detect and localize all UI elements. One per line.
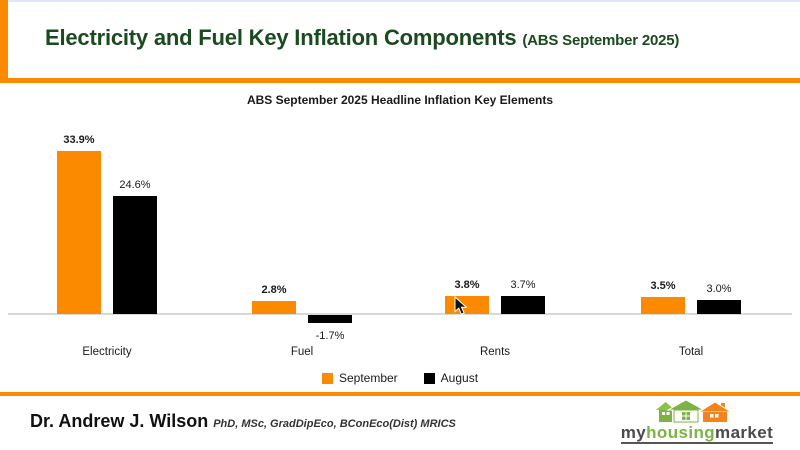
header-accent-stripe xyxy=(0,0,8,82)
value-label-september-electricity: 33.9% xyxy=(63,134,95,147)
page-title: Electricity and Fuel Key Inflation Compo… xyxy=(45,25,785,51)
value-label-september-fuel: 2.8% xyxy=(261,283,287,296)
myhousingmarket-logo: myhousingmarket xyxy=(612,399,782,444)
category-label-total: Total xyxy=(678,346,704,358)
footer-divider-line xyxy=(0,392,800,396)
chart-title: ABS September 2025 Headline Inflation Ke… xyxy=(246,93,554,107)
legend-label-august: August xyxy=(440,371,479,385)
bar-august-total xyxy=(697,299,741,314)
houses-icon xyxy=(656,399,733,423)
zero-baseline xyxy=(8,313,792,315)
bar-august-rents xyxy=(501,296,545,314)
bar-september-total xyxy=(641,297,685,314)
category-label-electricity: Electricity xyxy=(82,346,132,358)
logo-wordmark: myhousingmarket xyxy=(620,423,774,444)
category-label-rents: Rents xyxy=(479,346,511,358)
value-label-august-total: 3.0% xyxy=(706,282,732,295)
legend-entry-august: August xyxy=(423,371,479,385)
author-name: Dr. Andrew J. Wilson PhD, MSc, GradDipEc… xyxy=(30,411,456,432)
value-label-august-rents: 3.7% xyxy=(510,279,536,292)
page-title-subtitle: (ABS September 2025) xyxy=(522,32,680,49)
mouse-cursor-icon xyxy=(454,296,468,315)
bar-august-electricity xyxy=(113,195,157,314)
value-label-september-total: 3.5% xyxy=(650,280,676,293)
value-label-august-electricity: 24.6% xyxy=(119,178,151,191)
author-name-text: Dr. Andrew J. Wilson xyxy=(30,411,209,431)
legend-entry-september: September xyxy=(321,371,398,385)
header-divider-line xyxy=(0,78,800,83)
top-edge-line xyxy=(0,0,800,2)
bar-august-fuel xyxy=(308,315,352,324)
legend-label-september: September xyxy=(338,371,398,385)
page-title-text: Electricity and Fuel Key Inflation Compo… xyxy=(45,25,517,50)
category-label-fuel: Fuel xyxy=(290,346,314,358)
august-swatch-icon xyxy=(423,372,435,384)
logo-part-my: my xyxy=(620,423,647,442)
september-swatch-icon xyxy=(321,372,333,384)
chart-legend: September August xyxy=(0,371,800,385)
author-credentials: PhD, MSc, GradDipEco, BConEco(Dist) MRIC… xyxy=(213,418,456,430)
logo-part-market: market xyxy=(715,423,774,442)
value-label-august-fuel: -1.7% xyxy=(315,330,345,343)
logo-part-housing: housing xyxy=(646,423,716,442)
bar-september-electricity xyxy=(57,151,101,314)
bar-september-fuel xyxy=(252,300,296,314)
value-label-september-rents: 3.8% xyxy=(454,278,480,291)
